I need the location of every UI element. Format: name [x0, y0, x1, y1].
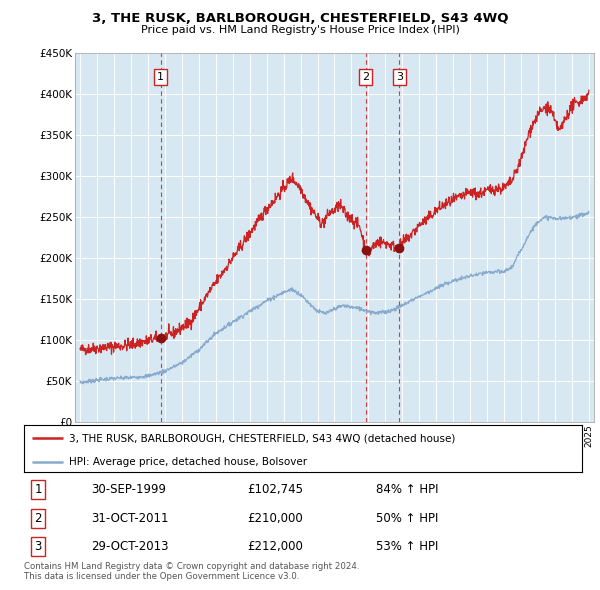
Text: 50% ↑ HPI: 50% ↑ HPI — [376, 512, 438, 525]
Text: 84% ↑ HPI: 84% ↑ HPI — [376, 483, 438, 496]
Text: 29-OCT-2013: 29-OCT-2013 — [91, 540, 169, 553]
Text: 1: 1 — [34, 483, 42, 496]
Text: 3, THE RUSK, BARLBOROUGH, CHESTERFIELD, S43 4WQ: 3, THE RUSK, BARLBOROUGH, CHESTERFIELD, … — [92, 12, 508, 25]
Text: HPI: Average price, detached house, Bolsover: HPI: Average price, detached house, Bols… — [68, 457, 307, 467]
Text: 30-SEP-1999: 30-SEP-1999 — [91, 483, 166, 496]
Text: £102,745: £102,745 — [247, 483, 303, 496]
Text: 1: 1 — [157, 72, 164, 82]
Text: Contains HM Land Registry data © Crown copyright and database right 2024.
This d: Contains HM Land Registry data © Crown c… — [24, 562, 359, 581]
Text: 2: 2 — [34, 512, 42, 525]
Text: 3, THE RUSK, BARLBOROUGH, CHESTERFIELD, S43 4WQ (detached house): 3, THE RUSK, BARLBOROUGH, CHESTERFIELD, … — [68, 433, 455, 443]
Text: 53% ↑ HPI: 53% ↑ HPI — [376, 540, 438, 553]
Text: 31-OCT-2011: 31-OCT-2011 — [91, 512, 169, 525]
Text: £212,000: £212,000 — [247, 540, 303, 553]
Text: 3: 3 — [34, 540, 41, 553]
Text: Price paid vs. HM Land Registry's House Price Index (HPI): Price paid vs. HM Land Registry's House … — [140, 25, 460, 35]
Text: £210,000: £210,000 — [247, 512, 303, 525]
Text: 3: 3 — [396, 72, 403, 82]
Text: 2: 2 — [362, 72, 369, 82]
